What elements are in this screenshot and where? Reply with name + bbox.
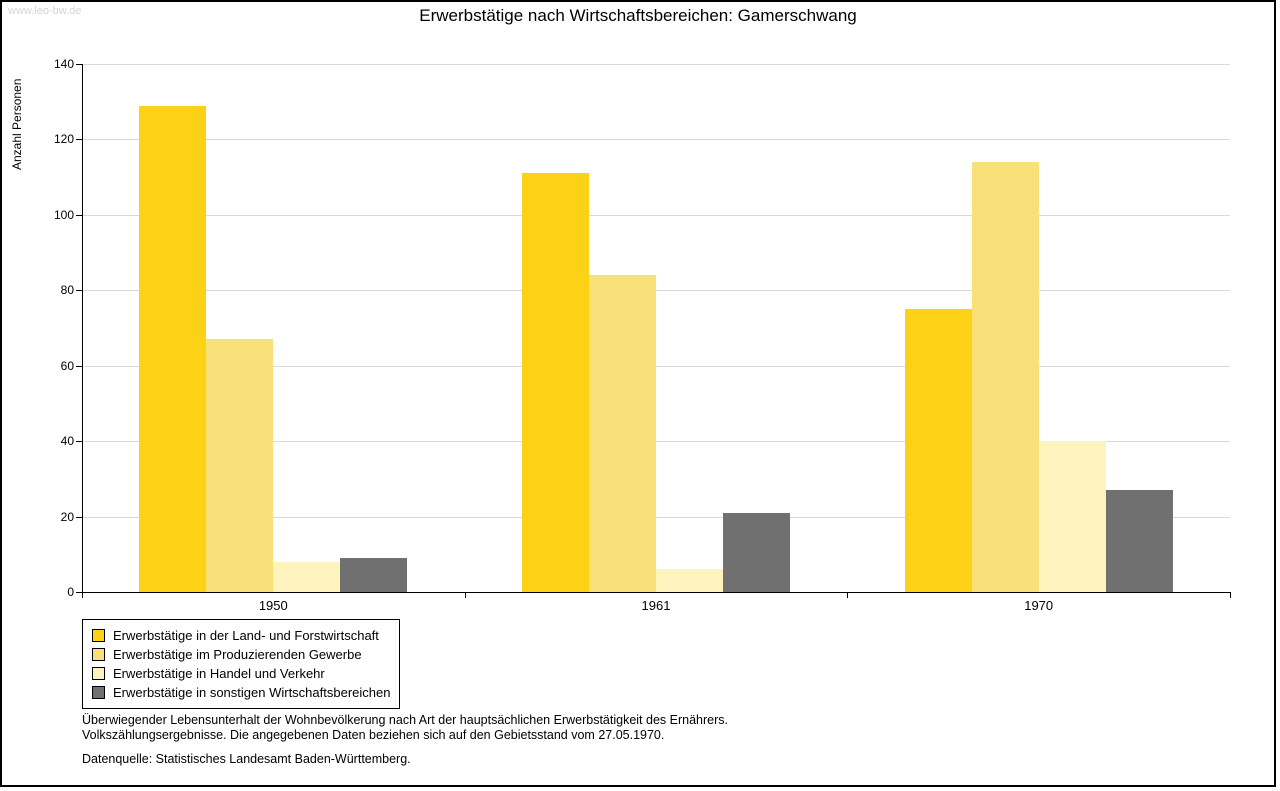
bar-1961-series-3	[656, 569, 723, 592]
legend-swatch	[92, 648, 105, 661]
bar-1970-series-4	[1105, 490, 1173, 592]
bar-1950-series-4	[340, 558, 408, 592]
y-tick	[76, 516, 82, 518]
watermark: www.leo-bw.de	[8, 5, 82, 17]
chart-title: Erwerbstätige nach Wirtschaftsbereichen:…	[419, 6, 857, 25]
legend-swatch	[92, 629, 105, 642]
gridline	[82, 441, 1230, 443]
y-tick-label: 40	[60, 434, 74, 449]
y-tick-label: 20	[60, 509, 74, 524]
gridline	[82, 214, 1230, 216]
y-tick-label: 120	[53, 132, 74, 147]
gridline	[82, 365, 1230, 367]
x-axis-line	[82, 592, 1231, 593]
y-tick-label: 100	[53, 207, 74, 222]
bar-1970-series-3	[1038, 441, 1106, 592]
bar-1961-series-2	[589, 275, 656, 592]
x-axis-label: 1950	[258, 598, 288, 613]
bar-1950-series-3	[273, 561, 341, 592]
y-tick	[76, 64, 82, 65]
y-tick	[76, 365, 82, 367]
y-tick	[76, 290, 82, 292]
gridline	[82, 516, 1230, 518]
legend-label: Erwerbstätige in der Land- und Forstwirt…	[113, 628, 379, 643]
x-axis-label: 1970	[1024, 598, 1054, 613]
x-axis-label: 1961	[641, 598, 671, 613]
footnote-line: Volkszählungsergebnisse. Die angegebenen…	[82, 728, 665, 742]
bar-1961-series-4	[723, 512, 790, 592]
legend-item: Erwerbstätige in der Land- und Forstwirt…	[92, 626, 390, 645]
bar-1950-series-1	[139, 105, 207, 592]
bar-1970-series-2	[971, 162, 1039, 592]
legend-label: Erwerbstätige in Handel und Verkehr	[113, 666, 325, 681]
legend-item: Erwerbstätige in Handel und Verkehr	[92, 664, 390, 683]
legend-item: Erwerbstätige im Produzierenden Gewerbe	[92, 645, 390, 664]
legend-item: Erwerbstätige in sonstigen Wirtschaftsbe…	[92, 683, 390, 702]
legend-swatch	[92, 686, 105, 699]
gridline	[82, 64, 1230, 65]
legend-label: Erwerbstätige in sonstigen Wirtschaftsbe…	[113, 685, 391, 700]
gridline	[82, 290, 1230, 292]
bar-1970-series-1	[904, 309, 972, 592]
legend-label: Erwerbstätige im Produzierenden Gewerbe	[113, 647, 362, 662]
y-axis-line	[82, 64, 83, 593]
y-tick-label: 0	[67, 585, 74, 599]
y-tick	[76, 214, 82, 216]
y-tick	[76, 441, 82, 443]
y-tick-label: 60	[60, 358, 74, 373]
data-source: Datenquelle: Statistisches Landesamt Bad…	[82, 752, 411, 766]
legend-swatch	[92, 667, 105, 680]
bar-1950-series-2	[206, 339, 274, 592]
x-tick	[1230, 592, 1231, 598]
footnotes: Überwiegender Lebensunterhalt der Wohnbe…	[82, 713, 728, 743]
footnote-line: Überwiegender Lebensunterhalt der Wohnbe…	[82, 713, 728, 727]
x-tick	[847, 592, 849, 598]
y-tick	[76, 592, 82, 593]
gridline	[82, 139, 1230, 141]
bar-1961-series-1	[522, 173, 589, 592]
y-tick-label: 80	[60, 283, 74, 298]
y-tick-label: 140	[53, 57, 74, 71]
legend: Erwerbstätige in der Land- und Forstwirt…	[82, 619, 401, 709]
y-tick	[76, 139, 82, 141]
x-tick	[464, 592, 466, 598]
x-tick	[82, 592, 83, 598]
